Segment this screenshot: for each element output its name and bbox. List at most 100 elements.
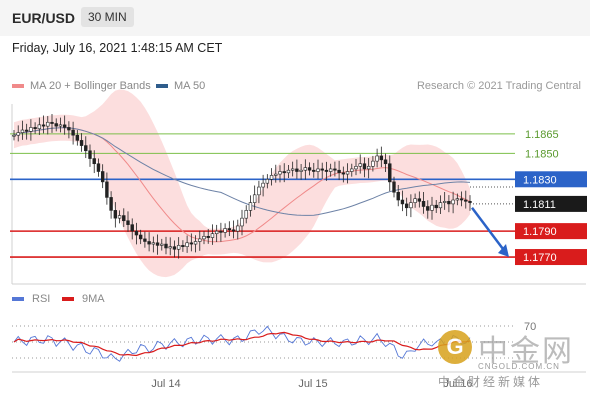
candle <box>151 242 156 245</box>
level-label-1.1850: 1.1850 <box>525 148 559 160</box>
candle <box>62 124 67 128</box>
candle <box>265 178 270 184</box>
watermark-logo-icon: G <box>438 330 472 364</box>
rsi-ma9-line <box>13 331 471 357</box>
candle <box>168 246 172 249</box>
ma20-swatch <box>12 84 24 89</box>
ma50-swatch <box>156 84 168 89</box>
candle <box>257 186 261 196</box>
rsi-legend-label: RSI <box>32 293 50 305</box>
candle <box>79 140 84 146</box>
candle <box>75 134 80 141</box>
source-credit: Research © 2021 Trading Central <box>416 80 581 92</box>
candle <box>261 182 265 188</box>
candle <box>210 233 215 238</box>
candle <box>282 171 286 174</box>
candle <box>33 127 37 130</box>
candle <box>269 175 274 180</box>
candle <box>223 228 227 233</box>
candle <box>333 168 337 171</box>
candle <box>138 234 143 240</box>
forecast-arrow-head-icon <box>498 244 509 258</box>
candle <box>459 198 464 201</box>
candle <box>371 160 375 167</box>
candle <box>430 204 434 211</box>
candle <box>219 230 223 233</box>
candle <box>324 169 329 172</box>
bollinger-band <box>14 89 470 278</box>
candle <box>341 172 346 175</box>
candle <box>176 245 181 250</box>
candle <box>396 191 400 201</box>
candle <box>244 210 248 219</box>
timeframe-badge[interactable]: 30 MIN <box>81 7 134 27</box>
legend-ma50-label: MA 50 <box>174 80 206 92</box>
candle <box>354 166 358 170</box>
candle <box>113 210 118 219</box>
candle <box>20 129 25 133</box>
candle <box>400 199 405 205</box>
candle <box>312 169 316 172</box>
candle <box>126 220 130 225</box>
candle <box>421 201 426 207</box>
candle <box>299 169 303 172</box>
watermark-brand: 中金网 <box>478 334 574 369</box>
candle <box>84 145 88 152</box>
candle <box>105 181 109 198</box>
candle <box>274 173 278 176</box>
candle <box>278 171 282 175</box>
candle <box>426 206 430 211</box>
candle <box>252 194 257 203</box>
candle <box>350 168 354 172</box>
candle <box>366 166 371 170</box>
current-price-tag <box>515 195 587 212</box>
candle <box>109 197 113 211</box>
candle <box>295 168 299 172</box>
candle <box>160 243 164 246</box>
candle <box>100 171 105 183</box>
candle <box>451 199 455 205</box>
candle <box>193 241 198 245</box>
candle <box>67 127 71 131</box>
level-tag-1.1790 <box>515 223 587 240</box>
candle <box>214 230 219 235</box>
candle <box>12 134 16 137</box>
candle <box>96 163 101 172</box>
watermark-sub: 中金财经新媒体 <box>438 375 544 389</box>
candle <box>88 150 92 159</box>
candle <box>383 159 388 165</box>
candle <box>46 121 50 127</box>
candle <box>50 121 54 124</box>
candle <box>71 129 75 136</box>
candle <box>320 168 324 171</box>
candle <box>92 158 96 165</box>
candle <box>37 124 42 130</box>
level-tag-1.1770 <box>515 249 587 266</box>
candle <box>143 238 147 242</box>
candle <box>16 132 20 136</box>
candle <box>316 168 320 172</box>
candle <box>328 168 333 172</box>
pair-title: EUR/USD <box>12 10 76 26</box>
candle <box>447 201 451 205</box>
ma9-legend-label: 9MA <box>82 293 105 305</box>
candle <box>41 124 46 127</box>
candle <box>130 224 134 232</box>
legend-ma50: MA 50 <box>156 80 205 92</box>
chart-header: EUR/USD 30 MIN <box>0 0 590 36</box>
candle <box>307 167 312 171</box>
candle <box>227 228 232 231</box>
candle <box>134 230 139 236</box>
candle <box>236 225 240 232</box>
candle <box>345 171 350 175</box>
ma9-swatch <box>62 297 74 301</box>
candle <box>468 201 472 203</box>
candle <box>464 199 468 202</box>
candle <box>155 242 160 246</box>
candle <box>404 203 409 209</box>
level-label-1.1770: 1.1770 <box>523 252 557 264</box>
rsi-swatch <box>12 297 24 301</box>
candle <box>58 124 63 127</box>
candle <box>358 163 362 167</box>
